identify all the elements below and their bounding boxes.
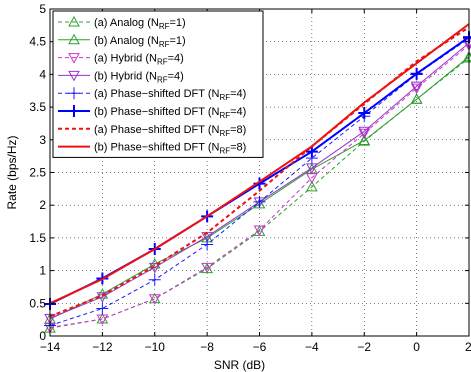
y-tick-label: 2.5	[29, 166, 46, 180]
data-point	[201, 238, 214, 251]
data-point	[96, 292, 109, 303]
y-tick-label: 0	[39, 329, 46, 343]
data-point	[148, 294, 161, 305]
x-tick-label: −2	[357, 340, 371, 354]
legend-entry: (a) Phase−shifted DFT (NRF=4)	[58, 87, 246, 102]
data-point	[358, 106, 371, 119]
x-tick-label: −6	[253, 340, 267, 354]
legend-marker	[68, 15, 80, 27]
legend-marker	[68, 33, 80, 45]
legend-label: (a) Analog (NRF=1)	[94, 17, 186, 31]
x-tick-label: −14	[40, 340, 61, 354]
legend-box	[52, 10, 264, 158]
legend-entry: (b) Phase−shifted DFT (NRF=4)	[58, 105, 246, 120]
legend-label: (b) Phase−shifted DFT (NRF=4)	[94, 106, 246, 120]
data-point	[358, 128, 371, 140]
series-8	[49, 23, 470, 305]
legend-entry: (a) Phase−shifted DFT (NRF=8)	[58, 124, 246, 138]
legend-marker	[68, 70, 80, 82]
legend-entry: (b) Hybrid (NRF=4)	[58, 70, 184, 84]
y-tick-label: 5	[39, 2, 46, 16]
x-tick-label: 2	[465, 340, 471, 354]
y-tick-label: 4.5	[29, 35, 46, 49]
data-point	[201, 262, 213, 274]
data-point	[410, 81, 423, 93]
data-point	[253, 195, 266, 208]
series-line	[49, 26, 470, 318]
legend-label: (b) Phase−shifted DFT (NRF=8)	[94, 142, 246, 156]
legend-label: (a) Phase−shifted DFT (NRF=4)	[94, 88, 246, 102]
legend-marker	[68, 105, 80, 117]
axes	[49, 8, 470, 337]
y-tick-label: 2	[39, 198, 46, 212]
x-tick-label: −10	[145, 340, 166, 354]
tick-labels: −14 −12 −10 −8 −6 −4 −2 0 2 0 0.5 1 1.5 2 2.5 3 3.5 4 4.5 5	[29, 2, 471, 354]
y-tick-label: 1	[39, 264, 46, 278]
y-tick-label: 3.5	[29, 100, 46, 114]
data-point	[306, 180, 318, 192]
series-line	[49, 44, 470, 328]
legend-label: (b) Analog (NRF=1)	[94, 35, 186, 49]
x-tick-label: 0	[413, 340, 420, 354]
series-7	[49, 26, 470, 318]
data-point	[410, 67, 423, 80]
legend-entry: (b) Phase−shifted DFT (NRF=8)	[58, 142, 246, 156]
series-line	[49, 23, 470, 305]
data-point	[253, 225, 266, 237]
data-point	[305, 145, 318, 158]
data-point	[96, 314, 109, 326]
x-tick-label: −12	[92, 340, 113, 354]
y-tick-label: 0.5	[29, 296, 46, 310]
legend-entry: (b) Analog (NRF=1)	[58, 33, 186, 49]
data-point	[358, 126, 371, 138]
x-tick-label: −4	[305, 340, 319, 354]
legend-label: (a) Phase−shifted DFT (NRF=8)	[94, 124, 246, 138]
y-tick-label: 3	[39, 133, 46, 147]
data-point	[410, 93, 423, 104]
legend-entry: (a) Analog (NRF=1)	[58, 15, 186, 31]
legend-marker	[68, 53, 80, 64]
y-tick-label: 4	[39, 67, 46, 81]
data-point	[96, 302, 109, 315]
x-tick-label: −8	[200, 340, 214, 354]
legend-label: (b) Hybrid (NRF=4)	[94, 70, 184, 84]
legend-marker	[68, 87, 80, 100]
legend: (a) Analog (NRF=1) (b) Analog (NRF=1) (a) …	[52, 10, 264, 158]
data-point	[358, 134, 371, 145]
y-axis-title: Rate (bps/Hz)	[5, 135, 19, 209]
legend-entry: (a) Hybrid (NRF=4)	[58, 53, 184, 67]
y-tick-label: 1.5	[29, 231, 46, 245]
series-lines	[44, 23, 471, 334]
x-axis-title: SNR (dB)	[214, 358, 265, 372]
legend-label: (a) Hybrid (NRF=4)	[94, 53, 184, 67]
data-point	[148, 273, 161, 286]
